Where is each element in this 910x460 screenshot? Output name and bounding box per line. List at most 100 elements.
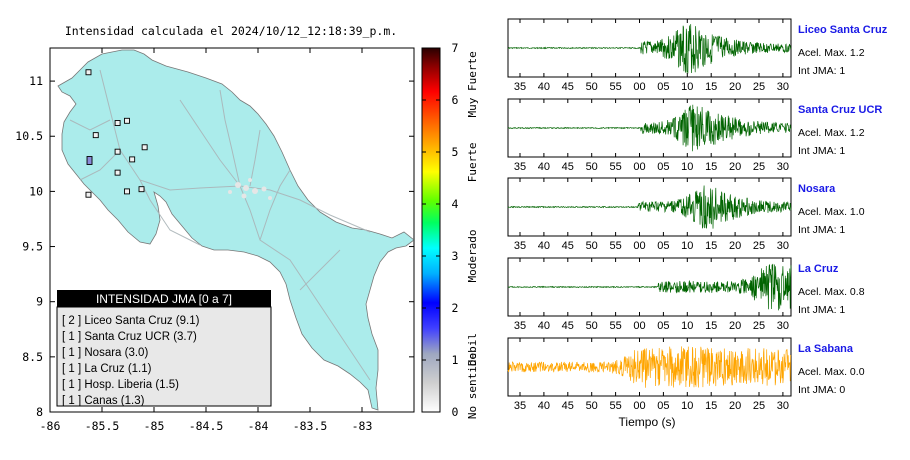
station-marker <box>129 156 136 163</box>
station-name: Liceo Santa Cruz <box>798 24 888 36</box>
time-tick-label: 25 <box>753 240 765 252</box>
time-tick-label: 40 <box>538 161 550 173</box>
time-tick-label: 30 <box>777 320 789 332</box>
time-tick-label: 10 <box>681 161 693 173</box>
time-tick-label: 25 <box>753 81 765 93</box>
waveform-panel: 35 40 45 50 55 00 05 10 15 20 25 30 Liceo Santa Cruz… <box>507 18 888 93</box>
time-tick-label: 20 <box>729 161 741 173</box>
time-tick-label: 55 <box>609 320 621 332</box>
time-tick-label: 40 <box>538 81 550 93</box>
time-tick-label: 55 <box>609 400 621 412</box>
y-tick-label: 8 <box>36 405 43 419</box>
time-tick-label: 50 <box>586 240 598 252</box>
time-tick-label: 15 <box>705 81 717 93</box>
time-tick-label: 35 <box>514 240 526 252</box>
time-tick-label: 30 <box>777 81 789 93</box>
colorbar-tick-label: 2 <box>452 301 459 315</box>
colorbar-gradient <box>421 47 441 413</box>
waveform-trace <box>507 185 792 229</box>
map-panel: -86 -85.5 -85 -84.5 -84 -83.5 -83 11 10.5 10 9.5 9… <box>15 47 415 433</box>
x-tick-label: -86 <box>40 419 61 433</box>
station-marker <box>86 156 93 165</box>
time-tick-label: 00 <box>633 320 645 332</box>
waveform-panel: 35 40 45 50 55 00 05 10 15 20 25 30 La Cruz Acel. Max… <box>507 257 865 332</box>
time-tick-label: 55 <box>609 240 621 252</box>
x-tick-label: -85 <box>144 419 165 433</box>
colorbar-category-label: Moderado <box>466 230 479 283</box>
time-tick-label: 40 <box>538 320 550 332</box>
y-tick-label: 9 <box>36 295 43 309</box>
waveform-trace <box>507 263 792 311</box>
y-tick-label: 9.5 <box>22 240 43 254</box>
waveform-panel: 35 40 45 50 55 00 05 10 15 20 25 30 Santa Cruz UCR Ac… <box>507 98 882 173</box>
y-tick-label: 8.5 <box>22 350 43 364</box>
station-name: La Sabana <box>798 343 854 355</box>
waveform-trace <box>508 24 792 74</box>
waveform-trace <box>507 346 792 388</box>
legend-body <box>56 306 272 407</box>
time-tick-label: 15 <box>705 400 717 412</box>
station-name: Santa Cruz UCR <box>798 104 882 116</box>
time-tick-label: 10 <box>681 81 693 93</box>
legend-header <box>57 290 271 307</box>
station-marker <box>114 120 121 126</box>
colorbar-category-label: Fuerte <box>466 143 479 183</box>
int-jma-label: Int JMA: 1 <box>798 65 845 77</box>
colorbar-tick-label: 0 <box>452 405 459 419</box>
colorbar-tick-label: 6 <box>452 93 459 107</box>
time-tick-label: 45 <box>562 240 574 252</box>
time-tick-label: 10 <box>681 240 693 252</box>
station-marker <box>85 191 92 198</box>
acel-max-label: Acel. Max. 1.0 <box>798 206 865 218</box>
time-axis-label: Tiempo (s) <box>619 415 676 429</box>
intensity-legend: INTENSIDAD JMA [0 a 7] [ 2 ] Liceo Santa… <box>56 290 272 407</box>
time-tick-label: 35 <box>514 320 526 332</box>
costa-rica-land <box>57 49 414 411</box>
colorbar-tick-label: 1 <box>452 353 459 367</box>
y-tick-label: 10.5 <box>15 129 43 143</box>
time-tick-label: 40 <box>538 400 550 412</box>
chart-title: Intensidad calculada el 2024/10/12_12:18… <box>65 24 397 38</box>
acel-max-label: Acel. Max. 0.0 <box>798 366 865 378</box>
time-tick-label: 40 <box>538 240 550 252</box>
station-marker <box>114 169 121 176</box>
station-marker <box>92 132 99 139</box>
time-tick-label: 30 <box>777 161 789 173</box>
legend-item: [ 1 ] La Cruz (1.1) <box>62 363 152 375</box>
acel-max-label: Acel. Max. 1.2 <box>798 127 865 139</box>
time-tick-label: 05 <box>657 400 669 412</box>
legend-item: [ 1 ] Nosara (3.0) <box>62 347 148 359</box>
time-tick-label: 20 <box>729 240 741 252</box>
x-tick-label: -84.5 <box>189 419 224 433</box>
y-tick-label: 10 <box>29 184 43 198</box>
waveform-panel: 35 40 45 50 55 00 05 10 15 20 25 30 La Sabana Acel. M… <box>507 337 865 412</box>
station-marker <box>141 144 148 151</box>
station-marker <box>85 69 92 76</box>
colorbar-tick-label: 5 <box>452 145 459 159</box>
time-tick-label: 25 <box>753 400 765 412</box>
time-tick-label: 50 <box>586 161 598 173</box>
int-jma-label: Int JMA: 1 <box>798 145 845 157</box>
int-jma-label: Int JMA: 1 <box>798 304 845 316</box>
time-tick-label: 05 <box>657 240 669 252</box>
colorbar-category-label: No sentido <box>466 353 479 419</box>
time-tick-label: 15 <box>705 161 717 173</box>
time-tick-label: 10 <box>681 400 693 412</box>
time-tick-label: 00 <box>633 400 645 412</box>
legend-item: [ 1 ] Santa Cruz UCR (3.7) <box>62 331 197 343</box>
time-tick-label: 45 <box>562 400 574 412</box>
time-tick-label: 35 <box>514 161 526 173</box>
time-tick-label: 25 <box>753 320 765 332</box>
stations-layer <box>85 69 148 198</box>
time-tick-label: 55 <box>609 81 621 93</box>
legend-item: [ 1 ] Canas (1.3) <box>62 395 145 407</box>
map-x-axis: -86 -85.5 -85 -84.5 -84 -83.5 -83 <box>40 48 372 433</box>
map-y-axis: 11 10.5 10 9.5 9 8.5 8 <box>15 74 414 419</box>
acel-max-label: Acel. Max. 1.2 <box>798 47 865 59</box>
colorbar: 7 6 5 4 3 2 1 0 Muy Fuerte Fuerte Moderado DebilNo… <box>421 41 479 419</box>
time-tick-label: 30 <box>777 240 789 252</box>
time-tick-label: 15 <box>705 320 717 332</box>
waveform-trace <box>507 104 792 152</box>
time-tick-label: 35 <box>514 81 526 93</box>
